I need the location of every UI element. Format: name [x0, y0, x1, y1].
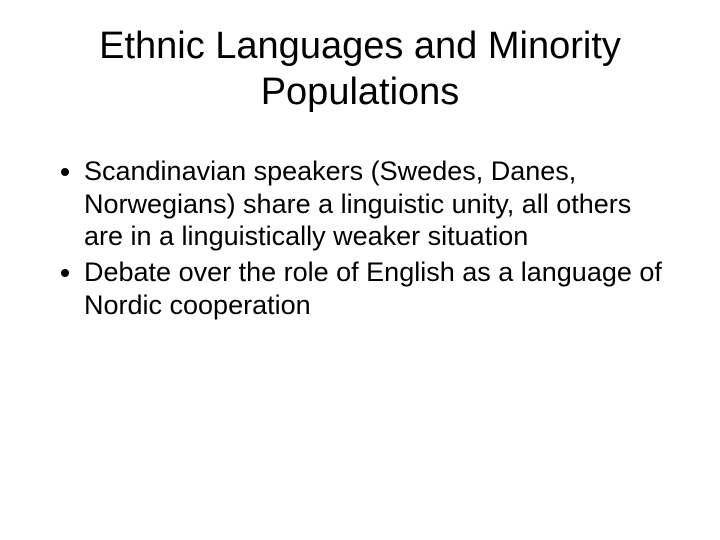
slide-title: Ethnic Languages and Minority Population…	[48, 24, 672, 115]
list-item: Debate over the role of English as a lan…	[84, 256, 672, 321]
bullet-list: Scandinavian speakers (Swedes, Danes, No…	[48, 155, 672, 321]
list-item: Scandinavian speakers (Swedes, Danes, No…	[84, 155, 672, 252]
slide: Ethnic Languages and Minority Population…	[0, 0, 720, 540]
